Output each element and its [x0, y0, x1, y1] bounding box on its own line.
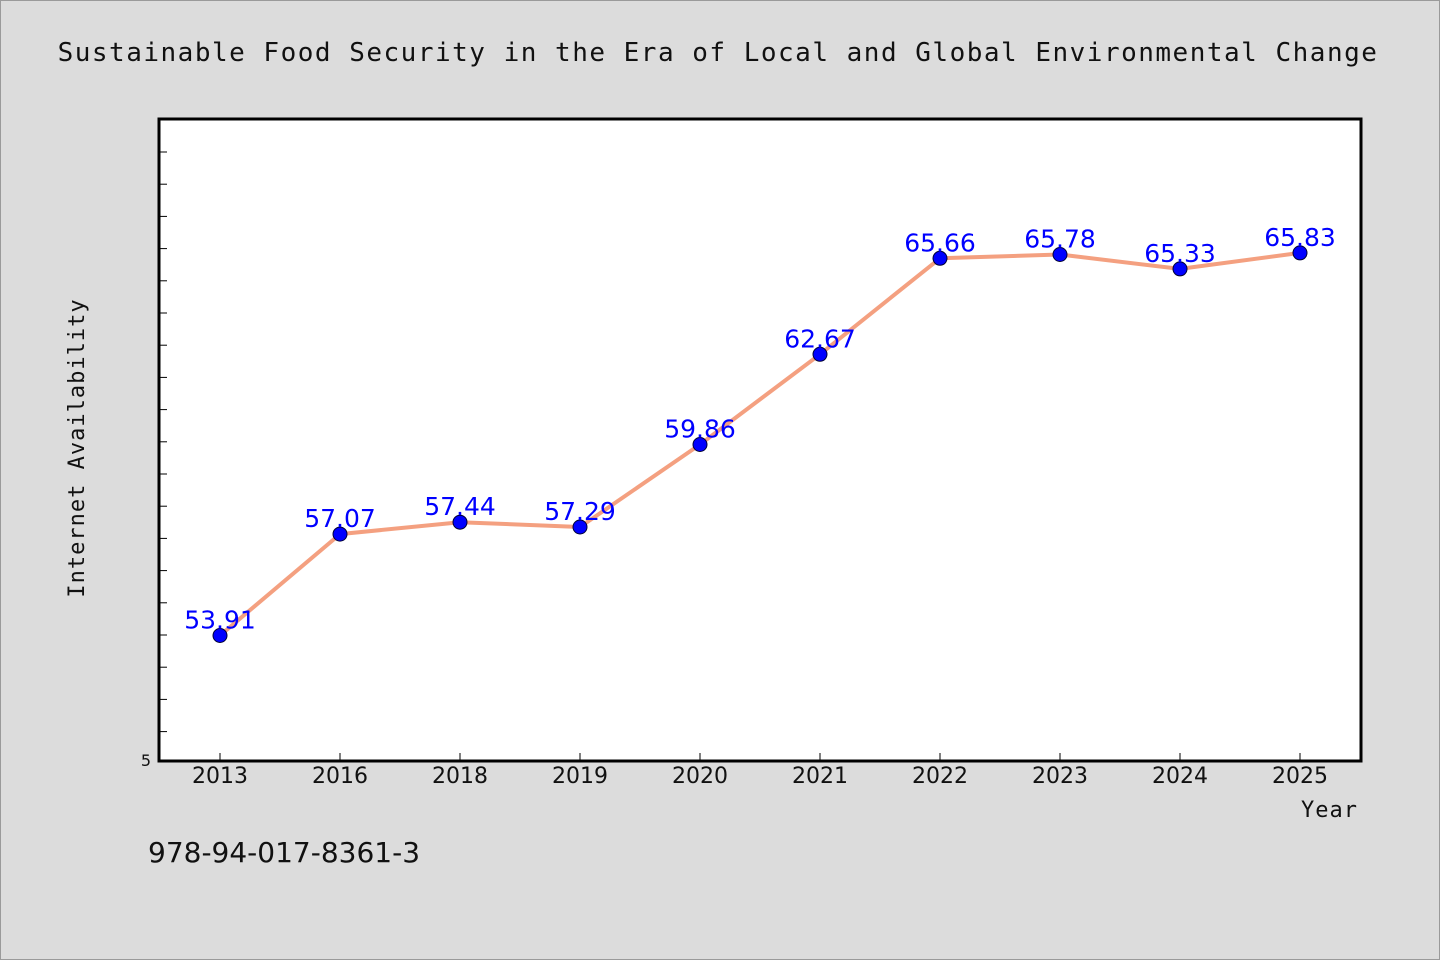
data-label: 59.86	[664, 415, 736, 444]
plot-area	[157, 117, 1363, 763]
data-point	[332, 526, 348, 542]
data-point	[572, 519, 588, 535]
x-axis-ticks	[219, 753, 1301, 761]
data-point	[212, 628, 228, 643]
data-point	[812, 346, 828, 362]
x-axis-tick-labels: 2013 2016 2018 2019 2020 2021 2022 2023 2024 2025	[192, 764, 1328, 789]
series-line	[218, 250, 1302, 638]
data-label: 65.78	[1024, 225, 1096, 254]
x-axis-label: Year	[1301, 798, 1358, 823]
data-point	[692, 437, 708, 452]
data-label: 65.33	[1144, 239, 1216, 268]
series-markers	[212, 245, 1308, 643]
data-point	[452, 514, 468, 530]
data-label: 62.67	[784, 324, 856, 353]
x-tick-label: 2019	[552, 764, 608, 789]
data-point	[1052, 247, 1068, 262]
data-label: 65.83	[1264, 223, 1336, 252]
data-label: 57.44	[424, 492, 496, 521]
chart-title: Sustainable Food Security in the Era of …	[58, 38, 1379, 68]
data-label: 57.07	[304, 504, 376, 533]
x-tick-label: 2023	[1032, 764, 1088, 789]
data-labels: 53.91 57.07 57.44 57.29 59.86 62.67 65.66 65.78…	[184, 223, 1336, 635]
y-min-tick-label: 5	[141, 751, 151, 770]
x-tick-label: 2025	[1272, 764, 1328, 789]
x-tick-label: 2018	[432, 764, 488, 789]
data-point	[932, 250, 948, 266]
data-label: 57.29	[544, 497, 616, 526]
isbn-text: 978-94-017-8361-3	[148, 836, 420, 869]
data-label: 53.91	[184, 606, 256, 635]
data-point	[1172, 261, 1188, 277]
x-tick-label: 2013	[192, 764, 248, 789]
y-axis-label: Internet Availability	[65, 298, 90, 597]
x-tick-label: 2016	[312, 764, 368, 789]
x-tick-label: 2020	[672, 764, 728, 789]
data-point	[1292, 245, 1308, 261]
x-tick-label: 2021	[792, 764, 848, 789]
y-axis-ticks	[159, 151, 167, 733]
data-label: 65.66	[904, 228, 976, 257]
x-tick-label: 2022	[912, 764, 968, 789]
x-tick-label: 2024	[1152, 764, 1208, 789]
